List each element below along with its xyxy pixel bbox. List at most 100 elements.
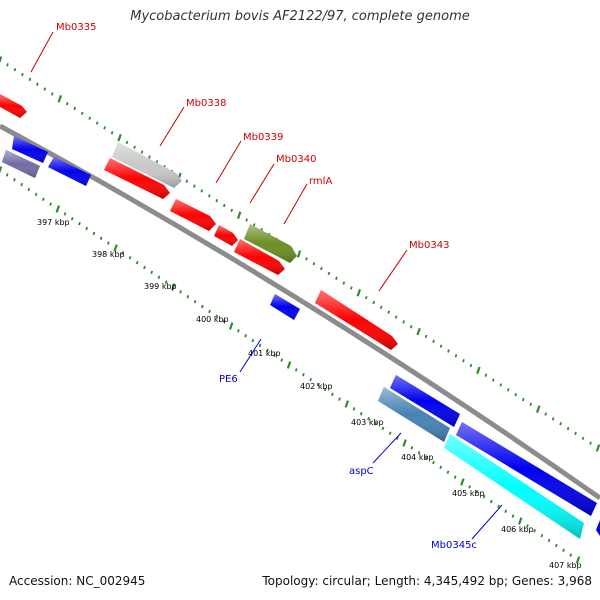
gene-mb0338-arrow[interactable]: [112, 142, 182, 188]
minor-tick: [338, 397, 341, 401]
minor-tick: [133, 145, 136, 149]
major-tick: [517, 517, 523, 525]
minor-tick: [150, 270, 154, 275]
gene-mb0345c-arrow[interactable]: [444, 434, 584, 539]
minor-tick: [497, 504, 500, 509]
outer-tick-ring: [0, 56, 600, 452]
minor-tick: [424, 334, 428, 339]
major-tick: [113, 244, 118, 252]
minor-tick: [410, 446, 414, 450]
minor-tick: [364, 295, 368, 300]
major-tick: [416, 327, 421, 336]
minor-tick: [309, 377, 313, 382]
minor-tick: [88, 116, 92, 120]
minor-tick: [125, 140, 129, 145]
gene-label-aspc: aspC: [349, 466, 374, 477]
minor-tick: [148, 155, 151, 159]
major-tick: [0, 56, 3, 64]
gene-mb0335-arrow[interactable]: [0, 94, 27, 118]
minor-tick: [506, 388, 510, 392]
gene-label-mb0340: Mb0340: [276, 154, 316, 165]
minor-tick: [547, 538, 551, 543]
scale-label-398: 398 kbp: [92, 250, 125, 259]
gene-label-rmla: rmlA: [309, 176, 332, 187]
minor-tick: [589, 441, 592, 445]
major-tick: [228, 322, 234, 330]
minor-tick: [164, 280, 168, 284]
major-tick: [171, 283, 176, 291]
minor-tick: [402, 320, 405, 324]
minor-tick: [342, 281, 346, 285]
minor-tick: [504, 509, 508, 513]
minor-tick: [533, 529, 536, 533]
minor-tick: [462, 359, 465, 363]
gene-rmla-arrow[interactable]: [244, 224, 297, 263]
gene-mb0340-arrow[interactable]: [214, 225, 238, 246]
minor-tick: [574, 431, 577, 436]
minor-tick: [207, 194, 211, 198]
gene-reverse-blue-1-arrow[interactable]: [390, 375, 460, 427]
accession-text: Accession: NC_002945: [9, 574, 146, 588]
gene-mb0339a-arrow[interactable]: [104, 158, 170, 199]
gene-reverse-left-3-arrow[interactable]: [48, 157, 91, 186]
minor-tick: [80, 111, 84, 116]
minor-tick: [140, 150, 144, 154]
gene-reverse-left-1-arrow[interactable]: [12, 136, 48, 163]
mb0340-callout: [249, 163, 275, 204]
minor-tick: [484, 373, 488, 377]
minor-tick: [453, 475, 457, 479]
gene-mb0343-arrow[interactable]: [315, 290, 398, 350]
major-tick: [575, 556, 581, 564]
gene-pe6-arrow[interactable]: [270, 294, 300, 320]
pe6-callout: [239, 338, 262, 373]
minor-tick: [107, 241, 110, 245]
minor-tick: [482, 494, 486, 499]
minor-tick: [569, 553, 573, 557]
minor-tick: [121, 251, 125, 255]
major-tick: [460, 478, 465, 486]
minor-tick: [200, 189, 204, 193]
minor-tick: [359, 412, 363, 416]
gene-label-mb0338: Mb0338: [186, 98, 226, 109]
minor-tick: [327, 271, 331, 276]
minor-tick: [379, 305, 383, 310]
minor-tick: [143, 265, 146, 270]
mb0343-callout: [378, 249, 408, 292]
minor-tick: [372, 300, 376, 305]
inner-tick-ring: [0, 166, 581, 564]
minor-tick: [335, 276, 338, 280]
gene-reverse-blue-2-arrow[interactable]: [456, 422, 597, 516]
minor-tick: [331, 392, 334, 396]
minor-tick: [85, 226, 89, 231]
minor-tick: [554, 543, 558, 548]
gene-mb0341-arrow[interactable]: [234, 239, 285, 275]
minor-tick: [251, 338, 255, 343]
minor-tick: [387, 310, 391, 314]
minor-tick: [581, 436, 585, 440]
minor-tick: [237, 329, 240, 333]
gene-aspc-arrow[interactable]: [378, 387, 450, 442]
major-tick: [286, 361, 292, 369]
major-tick: [344, 400, 350, 408]
minor-tick: [409, 325, 413, 329]
minor-tick: [302, 373, 305, 377]
gene-mb0339-arrow[interactable]: [170, 199, 216, 231]
minor-tick: [50, 92, 54, 96]
gene-reverse-left-2-arrow[interactable]: [2, 150, 40, 178]
major-tick: [57, 95, 63, 103]
major-tick: [402, 439, 407, 447]
major-tick: [296, 250, 302, 258]
minor-tick: [73, 106, 77, 111]
minor-tick: [312, 262, 316, 266]
minor-tick: [447, 349, 450, 353]
minor-tick: [252, 223, 256, 227]
minor-tick: [244, 334, 247, 338]
minor-tick: [439, 465, 443, 470]
minor-tick: [454, 354, 458, 358]
minor-tick: [316, 382, 320, 387]
minor-tick: [559, 422, 562, 426]
scale-label-403: 403 kbp: [351, 418, 384, 427]
gene-reverse-edge-arrow[interactable]: [596, 520, 600, 536]
minor-tick: [323, 387, 327, 392]
